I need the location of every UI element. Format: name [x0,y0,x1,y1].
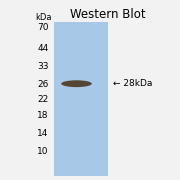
Text: 33: 33 [37,62,49,71]
Text: Western Blot: Western Blot [70,8,146,21]
Text: 22: 22 [37,94,49,103]
Text: 18: 18 [37,111,49,120]
Text: kDa: kDa [36,14,52,22]
Ellipse shape [61,80,92,87]
Text: ← 28kDa: ← 28kDa [113,79,153,88]
Text: 44: 44 [37,44,49,53]
Text: 26: 26 [37,80,49,89]
Text: 10: 10 [37,147,49,156]
Bar [54,22,108,176]
Text: 70: 70 [37,22,49,32]
Text: 14: 14 [37,129,49,138]
